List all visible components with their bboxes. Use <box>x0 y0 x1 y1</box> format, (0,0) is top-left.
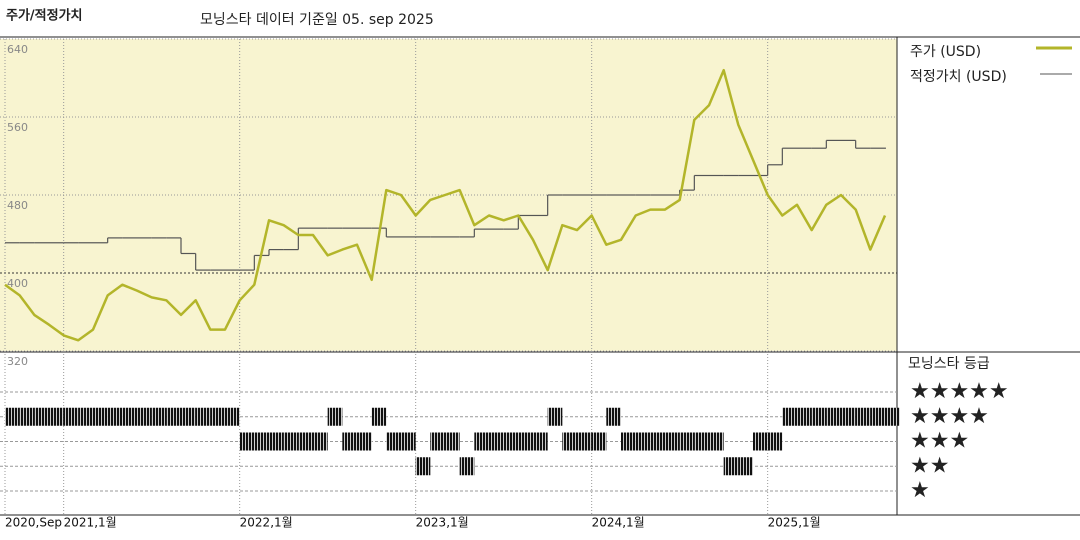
rating-bar <box>826 407 841 426</box>
rating-bar <box>401 432 416 451</box>
rating-bar <box>327 407 343 426</box>
x-tick-label: 2024,1월 <box>592 516 645 530</box>
rating-bar <box>166 407 181 426</box>
rating-bar <box>753 432 768 451</box>
rating-bar <box>855 407 871 426</box>
x-tick-label: 2023,1월 <box>416 516 469 530</box>
rating-bar <box>151 407 167 426</box>
rating-bar <box>386 432 401 451</box>
rating-bar <box>694 432 709 451</box>
rating-bar <box>137 407 152 426</box>
rating-bar <box>298 432 313 451</box>
x-tick-label: 2021,1월 <box>64 516 117 530</box>
rating-bar <box>811 407 827 426</box>
rating-bar <box>870 407 885 426</box>
y-tick-label: 640 <box>7 43 28 56</box>
rating-bar <box>210 407 225 426</box>
rating-bar <box>313 432 328 451</box>
rating-bar <box>107 407 123 426</box>
rating-bar <box>635 432 651 451</box>
x-tick-label: 2025,1월 <box>768 516 821 530</box>
rating-bar <box>489 432 504 451</box>
rating-bar <box>533 432 548 451</box>
rating-bar <box>283 432 299 451</box>
rating-bar <box>63 407 79 426</box>
rating-bar <box>34 407 49 426</box>
rating-bar <box>122 407 137 426</box>
rating-bar <box>225 407 240 426</box>
rating-bar <box>357 432 372 451</box>
rating-label: ★★★★ <box>910 404 989 429</box>
chart-title: 주가/적정가치 <box>6 8 83 24</box>
rating-bar <box>78 407 93 426</box>
rating-bar <box>430 432 445 451</box>
x-tick-label: 2022,1월 <box>240 516 293 530</box>
rating-bar <box>342 432 357 451</box>
rating-bar <box>723 457 739 476</box>
rating-bar <box>650 432 665 451</box>
rating-bar <box>738 457 753 476</box>
legend-label: 주가 (USD) <box>910 44 981 60</box>
rating-bar <box>709 432 724 451</box>
rating-label: ★★★ <box>910 429 969 454</box>
rating-label: ★ <box>910 478 930 503</box>
rating-bar <box>254 432 269 451</box>
ratings-title: 모닝스타 등급 <box>908 356 990 372</box>
rating-bar <box>49 407 64 426</box>
rating-bar <box>474 432 489 451</box>
rating-bar <box>239 432 255 451</box>
rating-bar <box>621 432 636 451</box>
rating-bar <box>577 432 592 451</box>
rating-bar <box>459 457 475 476</box>
rating-bar <box>269 432 284 451</box>
rating-bar <box>767 432 783 451</box>
rating-bar <box>415 457 431 476</box>
rating-label: ★★★★★ <box>910 379 1009 404</box>
price-line <box>4 68 887 342</box>
rating-bar <box>518 432 533 451</box>
rating-bar <box>181 407 196 426</box>
rating-bar <box>503 432 519 451</box>
y-tick-label: 480 <box>7 199 28 212</box>
rating-bar <box>562 432 577 451</box>
legend-label: 적정가치 (USD) <box>910 69 1007 85</box>
rating-bar <box>665 432 680 451</box>
rating-bar <box>547 407 563 426</box>
rating-bar <box>93 407 108 426</box>
y-tick-label: 400 <box>7 277 28 290</box>
rating-bar <box>679 432 695 451</box>
rating-bar <box>195 407 211 426</box>
rating-bar <box>841 407 856 426</box>
rating-bar <box>606 407 621 426</box>
rating-bar <box>5 407 20 426</box>
y-tick-label: 560 <box>7 121 28 134</box>
rating-bar <box>445 432 460 451</box>
x-tick-label: 2020,Sep <box>5 516 62 530</box>
y-tick-label: 320 <box>7 355 28 368</box>
rating-bar <box>782 407 797 426</box>
rating-bar <box>591 432 607 451</box>
rating-bar <box>19 407 35 426</box>
chart-subtitle: 모닝스타 데이터 기준일 05. sep 2025 <box>200 12 434 28</box>
rating-label: ★★ <box>910 453 949 478</box>
rating-bar <box>885 407 900 426</box>
rating-bar <box>797 407 812 426</box>
rating-bar <box>371 407 387 426</box>
